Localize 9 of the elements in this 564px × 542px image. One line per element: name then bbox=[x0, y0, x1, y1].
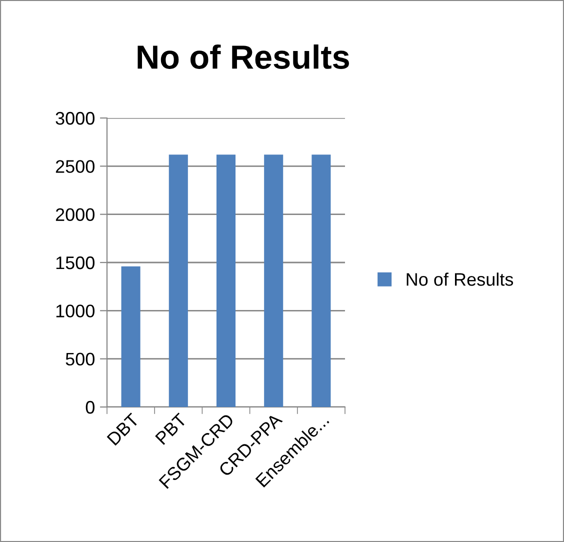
legend-label: No of Results bbox=[406, 272, 514, 286]
y-tick-label: 0 bbox=[86, 400, 94, 414]
y-tick-label: 3000 bbox=[56, 112, 94, 125]
y-tick-label: 1500 bbox=[56, 256, 94, 270]
y-tick-label: 500 bbox=[66, 352, 94, 366]
chart-title: No of Results bbox=[138, 44, 349, 69]
y-tick-label: 1000 bbox=[56, 304, 94, 318]
y-tick-label: 2500 bbox=[56, 160, 94, 173]
y-tick-label: 2000 bbox=[56, 208, 94, 222]
